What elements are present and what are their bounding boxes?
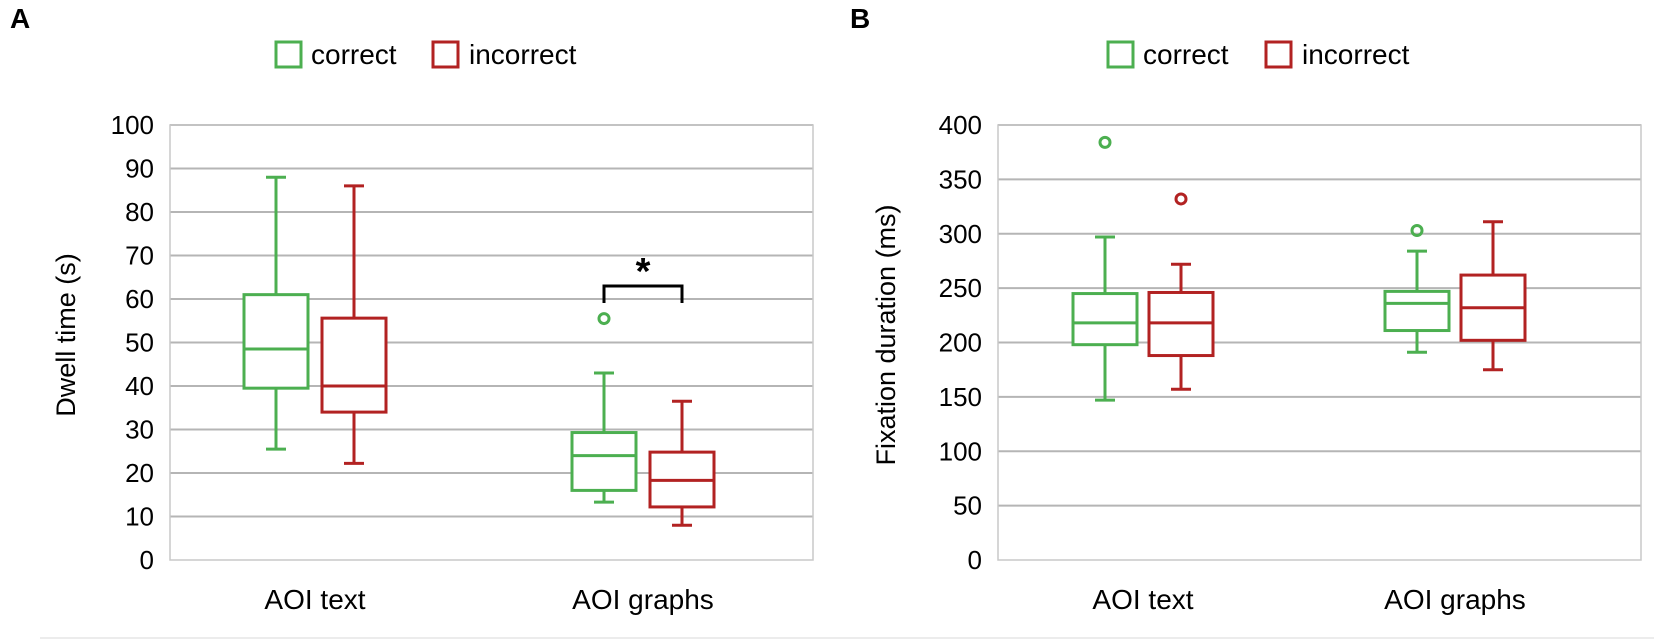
y-tick-label: 40 [125, 371, 154, 401]
y-tick-label: 200 [939, 328, 982, 358]
y-tick-label: 90 [125, 154, 154, 184]
box-iqr [320, 316, 388, 414]
x-category-label: AOI text [264, 584, 365, 615]
y-tick-label: 20 [125, 458, 154, 488]
y-tick-label: 30 [125, 415, 154, 445]
legend-label-correct-a: correct [311, 39, 397, 70]
significance-bracket [602, 284, 684, 303]
box-iqr [1383, 289, 1451, 333]
legend-swatch-correct-b[interactable] [1106, 40, 1135, 69]
y-tick-label: 300 [939, 219, 982, 249]
y-tick-label: 150 [939, 382, 982, 412]
x-category-label: AOI graphs [572, 584, 714, 615]
box-correct-1[interactable] [570, 312, 638, 504]
box-correct-0[interactable] [242, 175, 310, 451]
y-tick-label: 400 [939, 110, 982, 140]
y-tick-label: 50 [953, 491, 982, 521]
legend-swatch-incorrect-a[interactable] [431, 40, 460, 69]
y-axis-title-a: Dwell time (s) [51, 253, 81, 417]
outlier-point[interactable] [597, 312, 611, 326]
y-tick-label: 60 [125, 284, 154, 314]
y-tick-label: 80 [125, 197, 154, 227]
panel-a: A correct incorrect 0 10 20 30 40 50 60 70 80 90 1… [10, 3, 814, 615]
y-tick-label: 50 [125, 328, 154, 358]
outlier-point[interactable] [1410, 223, 1424, 237]
y-tick-label: 250 [939, 273, 982, 303]
box-correct-0[interactable] [1071, 135, 1139, 402]
plot-border [997, 124, 1642, 561]
y-axis-title-b: Fixation duration (ms) [871, 204, 901, 465]
legend-label-incorrect-b: incorrect [1302, 39, 1410, 70]
legend-swatch-incorrect-b[interactable] [1264, 40, 1293, 69]
x-category-label: AOI text [1092, 584, 1193, 615]
outlier-point[interactable] [1098, 135, 1112, 149]
legend-label-incorrect-a: incorrect [469, 39, 577, 70]
box-incorrect-1[interactable] [648, 399, 716, 527]
y-tick-label: 10 [125, 502, 154, 532]
box-incorrect-0[interactable] [320, 184, 388, 465]
box-incorrect-1[interactable] [1459, 220, 1527, 372]
plot-border [169, 124, 814, 561]
x-category-label: AOI graphs [1384, 584, 1526, 615]
box-iqr [570, 431, 638, 492]
y-tick-label: 0 [140, 545, 154, 575]
legend-swatch-correct-a[interactable] [274, 40, 303, 69]
box-correct-1[interactable] [1383, 223, 1451, 354]
plot-area-b: 0 50 100 150 200 250 300 350 400 AOI text AOI grap… [939, 110, 1642, 615]
y-tick-label: 70 [125, 241, 154, 271]
panel-b: B correct incorrect 0 50 100 150 200 250 300 35… [850, 3, 1642, 615]
significance-star: * [636, 251, 651, 293]
panel-label-a: A [10, 3, 30, 34]
y-tick-label: 0 [968, 545, 982, 575]
y-tick-label: 350 [939, 164, 982, 194]
legend-label-correct-b: correct [1143, 39, 1229, 70]
y-tick-label: 100 [111, 110, 154, 140]
y-tick-label: 100 [939, 436, 982, 466]
box-incorrect-0[interactable] [1147, 192, 1215, 391]
box-iqr [242, 293, 310, 390]
plot-area-a: 0 10 20 30 40 50 60 70 80 90 100 AOI text AOI graphs… [111, 110, 814, 615]
outlier-point[interactable] [1174, 192, 1188, 206]
box-iqr [1071, 292, 1139, 347]
panel-label-b: B [850, 3, 870, 34]
